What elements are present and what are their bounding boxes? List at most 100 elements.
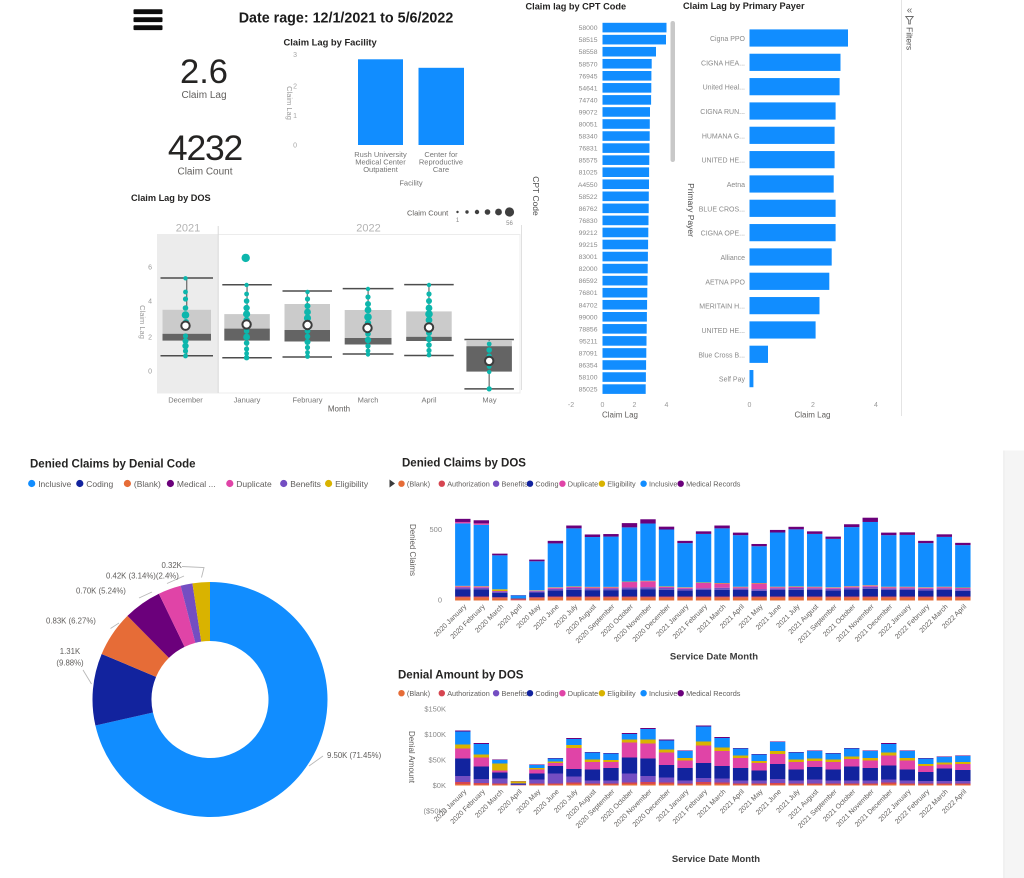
- svg-text:58522: 58522: [579, 194, 598, 201]
- svg-text:UNITED HE...: UNITED HE...: [701, 328, 745, 335]
- svg-text:MERITAIN H...: MERITAIN H...: [699, 304, 745, 311]
- svg-text:A4550: A4550: [578, 182, 598, 189]
- svg-text:CIGNA HEA...: CIGNA HEA...: [701, 60, 745, 67]
- svg-text:81025: 81025: [579, 170, 598, 177]
- svg-text:74740: 74740: [579, 97, 598, 104]
- svg-text:AETNA PPO: AETNA PPO: [705, 279, 745, 286]
- svg-text:99072: 99072: [579, 109, 598, 116]
- svg-text:0: 0: [438, 596, 442, 605]
- svg-text:January: January: [234, 396, 261, 405]
- svg-text:Month: Month: [328, 405, 350, 414]
- svg-text:1.31K: 1.31K: [60, 647, 81, 656]
- svg-text:$100K: $100K: [424, 730, 446, 739]
- svg-text:58570: 58570: [579, 61, 598, 68]
- svg-text:Medical Center: Medical Center: [355, 158, 406, 167]
- svg-text:6: 6: [148, 264, 152, 271]
- svg-text:0: 0: [293, 143, 297, 150]
- svg-text:0: 0: [748, 402, 752, 409]
- svg-text:Coding: Coding: [86, 479, 113, 489]
- svg-text:Date rage: 12/1/2021 to 5/6/20: Date rage: 12/1/2021 to 5/6/2022: [239, 10, 454, 26]
- svg-text:83001: 83001: [579, 254, 598, 261]
- svg-text:(Blank): (Blank): [407, 480, 430, 489]
- svg-text:Rush University: Rush University: [354, 150, 407, 159]
- svg-text:86354: 86354: [579, 363, 598, 370]
- svg-text:($50K): ($50K): [423, 807, 446, 816]
- svg-text:Primary Payer: Primary Payer: [686, 183, 696, 237]
- svg-text:3: 3: [293, 52, 297, 59]
- svg-text:76830: 76830: [579, 218, 598, 225]
- svg-text:76945: 76945: [579, 73, 598, 80]
- svg-text:Denied Claims by DOS: Denied Claims by DOS: [402, 458, 526, 470]
- svg-text:(Blank): (Blank): [134, 479, 161, 489]
- svg-text:0.32K: 0.32K: [162, 561, 183, 570]
- svg-text:Aetna: Aetna: [727, 182, 745, 189]
- svg-text:Duplicate: Duplicate: [568, 689, 598, 698]
- svg-text:0: 0: [601, 402, 605, 409]
- svg-text:Claim Lag: Claim Lag: [138, 305, 147, 339]
- svg-text:Coding: Coding: [535, 689, 558, 698]
- svg-text:4232: 4232: [168, 128, 242, 168]
- svg-text:9.50K (71.45%): 9.50K (71.45%): [327, 751, 382, 760]
- svg-text:500: 500: [429, 525, 442, 534]
- svg-text:February: February: [292, 396, 322, 405]
- svg-text:0.42K (3.14%)(2.4%): 0.42K (3.14%)(2.4%): [106, 572, 179, 581]
- svg-text:Claim Lag by Primary Payer: Claim Lag by Primary Payer: [683, 1, 805, 11]
- svg-text:Benefits: Benefits: [502, 689, 529, 698]
- svg-text:Claim Lag: Claim Lag: [794, 411, 830, 420]
- svg-text:Eligibility: Eligibility: [607, 480, 636, 489]
- svg-text:56: 56: [506, 221, 513, 227]
- svg-text:58340: 58340: [579, 134, 598, 141]
- svg-text:Medical Records: Medical Records: [686, 689, 741, 698]
- svg-text:Duplicate: Duplicate: [236, 479, 272, 489]
- svg-text:Reproductive: Reproductive: [419, 158, 463, 167]
- svg-text:85025: 85025: [579, 387, 598, 394]
- svg-text:Claim Lag by Facility: Claim Lag by Facility: [284, 37, 378, 48]
- svg-text:Facility: Facility: [399, 179, 423, 188]
- svg-text:Duplicate: Duplicate: [568, 480, 598, 489]
- svg-text:United Heal...: United Heal...: [703, 85, 745, 92]
- svg-text:58558: 58558: [579, 49, 598, 56]
- svg-text:0: 0: [148, 369, 152, 376]
- svg-text:UNITED HE...: UNITED HE...: [701, 158, 745, 165]
- svg-text:99212: 99212: [579, 230, 598, 237]
- svg-text:54641: 54641: [579, 85, 598, 92]
- svg-text:Filters: Filters: [905, 27, 915, 50]
- svg-text:May: May: [482, 396, 496, 405]
- svg-text:Denied Claims by Denial Code: Denied Claims by Denial Code: [30, 459, 196, 471]
- svg-text:Service Date Month: Service Date Month: [672, 854, 760, 865]
- svg-text:Denial Amount by DOS: Denial Amount by DOS: [398, 670, 524, 682]
- svg-text:$0K: $0K: [433, 781, 446, 790]
- svg-text:58515: 58515: [579, 37, 598, 44]
- svg-text:4: 4: [665, 402, 669, 409]
- svg-text:Medical ...: Medical ...: [177, 479, 216, 489]
- svg-text:Authorization: Authorization: [447, 689, 490, 698]
- svg-text:Claim lag by CPT Code: Claim lag by CPT Code: [526, 2, 627, 12]
- svg-text:2: 2: [633, 402, 637, 409]
- svg-text:Self Pay: Self Pay: [719, 377, 746, 384]
- svg-text:2022: 2022: [356, 223, 380, 235]
- svg-text:0.70K (5.24%): 0.70K (5.24%): [76, 587, 126, 596]
- svg-text:87091: 87091: [579, 350, 598, 357]
- svg-text:4: 4: [148, 298, 152, 305]
- svg-text:$150K: $150K: [424, 705, 446, 714]
- svg-text:99000: 99000: [579, 314, 598, 321]
- svg-text:99215: 99215: [579, 242, 598, 249]
- svg-text:95211: 95211: [579, 338, 598, 345]
- svg-text:2.6: 2.6: [180, 53, 228, 91]
- svg-text:78856: 78856: [579, 326, 598, 333]
- svg-text:CPT Code: CPT Code: [531, 176, 541, 216]
- svg-text:April: April: [421, 396, 436, 405]
- svg-text:Eligibility: Eligibility: [607, 689, 636, 698]
- svg-text:Cigna PPO: Cigna PPO: [710, 36, 746, 43]
- svg-text:1: 1: [456, 218, 460, 224]
- svg-text:84702: 84702: [579, 302, 598, 309]
- svg-text:1: 1: [293, 113, 297, 120]
- svg-text:Denied Claims: Denied Claims: [408, 524, 417, 576]
- svg-text:Inclusive: Inclusive: [649, 689, 677, 698]
- svg-text:Denial Amount: Denial Amount: [407, 731, 416, 784]
- svg-text:Claim Lag: Claim Lag: [602, 411, 638, 420]
- svg-text:(9.88%): (9.88%): [56, 659, 84, 668]
- svg-text:Coding: Coding: [535, 480, 558, 489]
- svg-text:2: 2: [148, 334, 152, 341]
- svg-text:-2: -2: [568, 402, 574, 409]
